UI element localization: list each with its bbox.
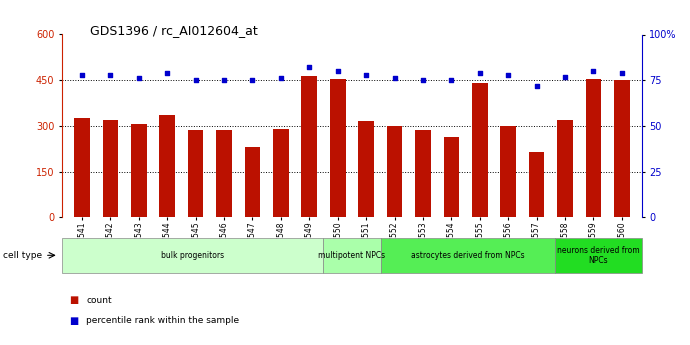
- Bar: [444, 137, 459, 217]
- Bar: [131, 125, 146, 217]
- Point: [77, 72, 88, 78]
- Text: neurons derived from
NPCs: neurons derived from NPCs: [557, 246, 640, 265]
- Bar: [159, 115, 175, 217]
- Point: [190, 77, 201, 83]
- Bar: [358, 121, 374, 217]
- Point: [474, 70, 485, 76]
- Point: [588, 68, 599, 74]
- Bar: [103, 120, 118, 217]
- Text: astrocytes derived from NPCs: astrocytes derived from NPCs: [411, 251, 524, 260]
- Point: [161, 70, 172, 76]
- Bar: [386, 126, 402, 217]
- Bar: [614, 80, 629, 217]
- Point: [560, 74, 571, 79]
- Bar: [586, 79, 601, 217]
- Bar: [216, 130, 232, 217]
- Point: [275, 76, 286, 81]
- Point: [105, 72, 116, 78]
- Bar: [302, 76, 317, 217]
- Point: [531, 83, 542, 88]
- Bar: [472, 83, 488, 217]
- Text: ■: ■: [69, 316, 78, 326]
- Bar: [500, 126, 516, 217]
- Text: cell type: cell type: [3, 251, 43, 260]
- Text: GDS1396 / rc_AI012604_at: GDS1396 / rc_AI012604_at: [90, 24, 257, 37]
- Text: multipotent NPCs: multipotent NPCs: [318, 251, 386, 260]
- Point: [616, 70, 627, 76]
- Point: [247, 77, 258, 83]
- Point: [417, 77, 428, 83]
- Point: [304, 65, 315, 70]
- Text: bulk progenitors: bulk progenitors: [161, 251, 224, 260]
- Bar: [529, 152, 544, 217]
- Bar: [188, 130, 204, 217]
- Bar: [273, 129, 288, 217]
- Bar: [75, 118, 90, 217]
- Point: [361, 72, 372, 78]
- Point: [133, 76, 144, 81]
- Bar: [330, 79, 346, 217]
- Point: [219, 77, 230, 83]
- Text: percentile rank within the sample: percentile rank within the sample: [86, 316, 239, 325]
- Point: [389, 76, 400, 81]
- Bar: [415, 130, 431, 217]
- Point: [332, 68, 343, 74]
- Point: [502, 72, 513, 78]
- Bar: [558, 120, 573, 217]
- Text: count: count: [86, 296, 112, 305]
- Point: [446, 77, 457, 83]
- Bar: [245, 147, 260, 217]
- Text: ■: ■: [69, 295, 78, 305]
